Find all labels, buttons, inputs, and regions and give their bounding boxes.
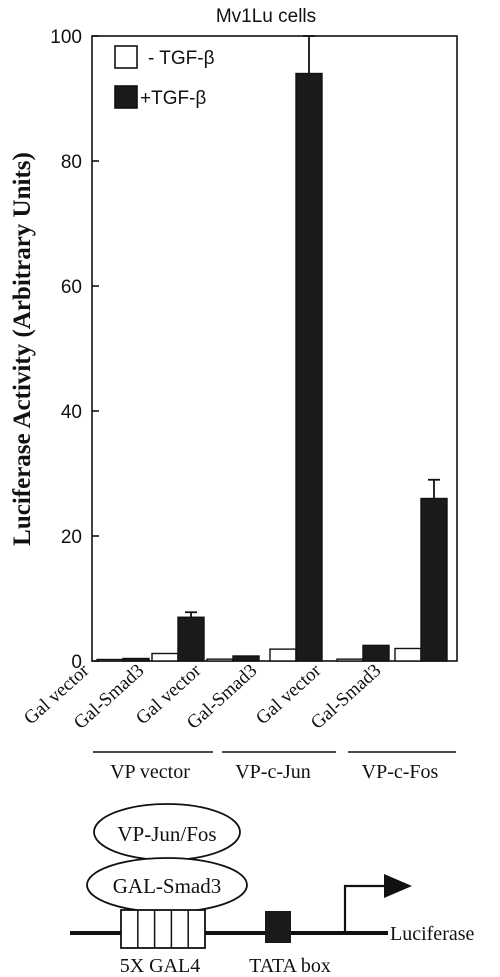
y-tick-label: 80: [61, 152, 82, 173]
group-labels: VP vector VP-c-Jun VP-c-Fos: [93, 751, 456, 783]
transcription-start-arrow: [343, 884, 384, 933]
gal4-binding-sites: [120, 909, 206, 949]
legend-swatch-plus-tgf: [114, 85, 138, 109]
y-tick-label: 100: [50, 27, 82, 48]
bar-minus-tgf: [336, 658, 364, 662]
reporter-label: Luciferase: [390, 923, 475, 945]
binder-label: GAL-Smad3: [113, 874, 222, 898]
transcription-arrowhead: [384, 874, 412, 898]
bar-plus-tgf: [177, 616, 205, 662]
y-tick-label: 40: [61, 402, 82, 423]
bar-minus-tgf: [151, 652, 179, 662]
promoter-diagram: VP-Jun/Fos GAL-Smad3 5X GAL4 TATA box Lu…: [70, 803, 475, 977]
bar-minus-tgf: [96, 658, 124, 662]
group-label: VP vector: [110, 761, 190, 783]
activator-label: VP-Jun/Fos: [117, 822, 216, 846]
bar-minus-tgf: [269, 648, 297, 662]
bar-plus-tgf: [420, 497, 448, 662]
legend-label-plus-tgf: +TGF-β: [140, 88, 206, 109]
bar-plus-tgf: [232, 655, 260, 662]
bar-chart: Mv1Lu cells Luciferase Activity (Arbitra…: [9, 6, 458, 783]
bar-minus-tgf: [206, 658, 234, 662]
bars: [96, 72, 448, 662]
gal4-label: 5X GAL4: [120, 955, 201, 977]
error-bars: [185, 35, 440, 618]
y-axis-ticks: 0 20 40 60 80 100: [50, 27, 99, 673]
legend-label-minus-tgf: - TGF-β: [148, 48, 215, 69]
group-label: VP-c-Jun: [235, 761, 311, 783]
y-tick-label: 20: [61, 527, 82, 548]
legend: - TGF-β +TGF-β: [114, 45, 215, 109]
bar-minus-tgf: [394, 647, 422, 662]
bar-plus-tgf: [122, 657, 150, 662]
bar-plus-tgf: [362, 644, 390, 662]
group-label: VP-c-Fos: [362, 761, 439, 783]
y-tick-label: 0: [71, 652, 82, 673]
legend-swatch-minus-tgf: [114, 45, 138, 69]
tata-box: [265, 911, 291, 943]
bar-plus-tgf: [295, 72, 323, 662]
tata-label: TATA box: [249, 955, 331, 977]
y-axis-label: Luciferase Activity (Arbitrary Units): [9, 152, 36, 546]
y-tick-label: 60: [61, 277, 82, 298]
chart-title: Mv1Lu cells: [216, 6, 316, 27]
plot-frame: [91, 35, 458, 662]
